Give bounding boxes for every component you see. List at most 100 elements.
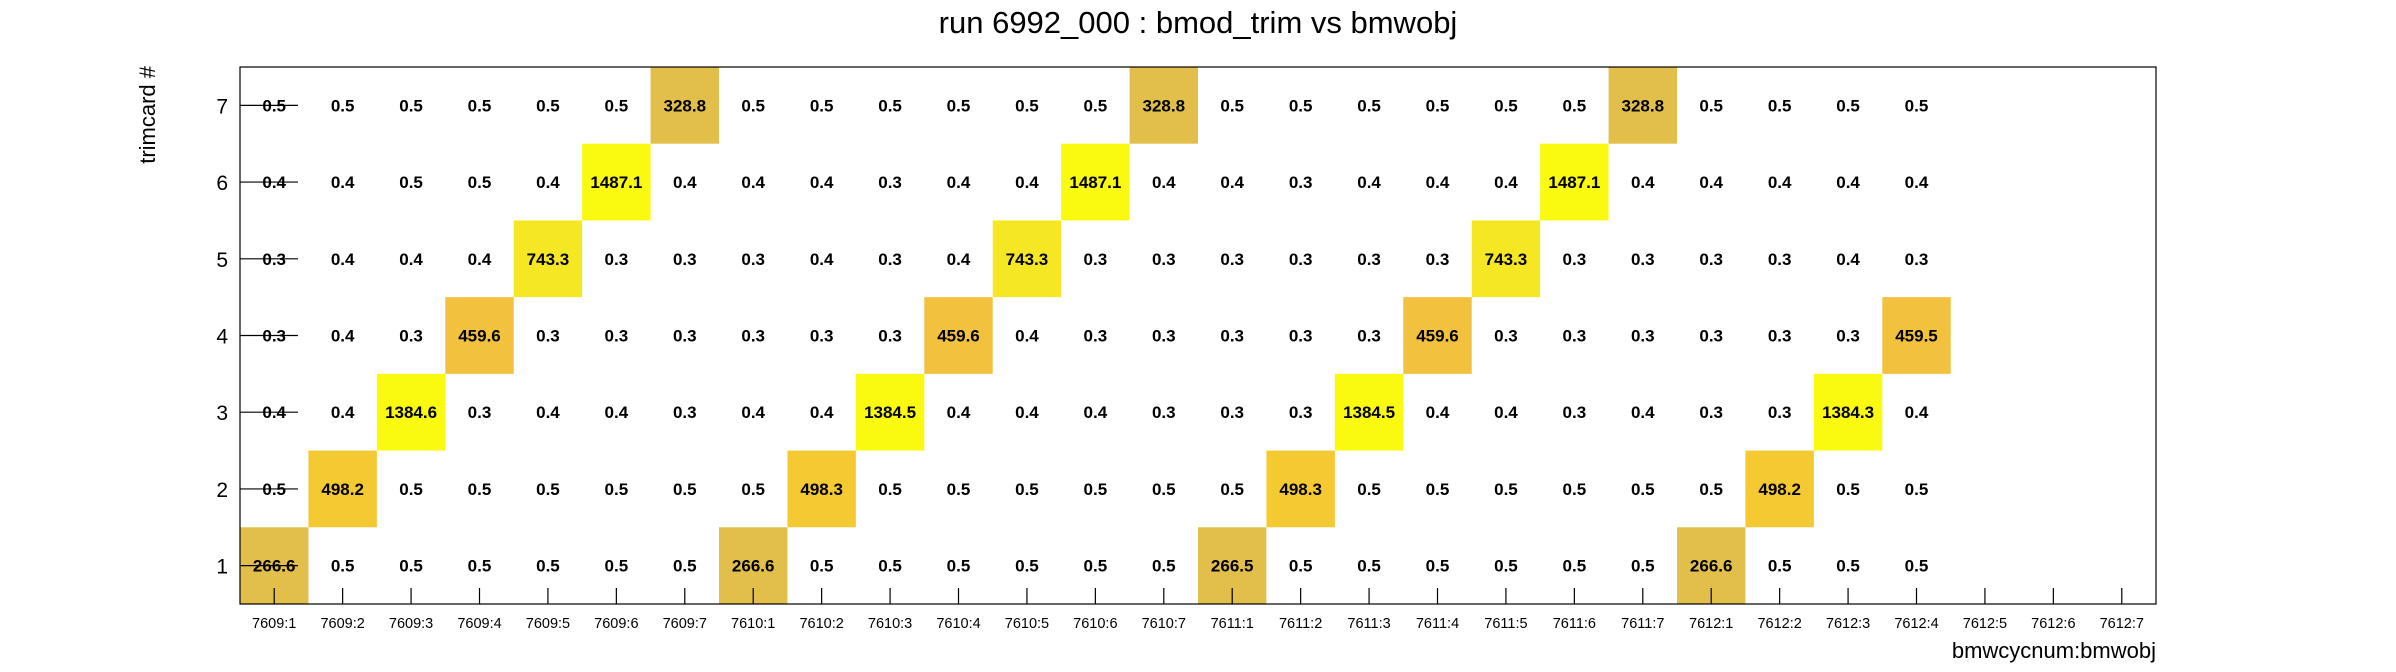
cell-value-label: 0.4 (1631, 403, 1655, 422)
cell-value-label: 0.5 (399, 173, 423, 192)
cell-value-label: 743.3 (527, 250, 570, 269)
cell-value-label: 0.4 (1768, 173, 1792, 192)
cell-value-label: 328.8 (664, 96, 707, 115)
cell-value-label: 0.4 (331, 403, 355, 422)
cell-value-label: 0.5 (947, 480, 971, 499)
cell-value-label: 0.3 (1426, 250, 1450, 269)
cell-value-label: 0.5 (331, 557, 355, 576)
x-tick-label: 7609:2 (320, 616, 364, 632)
cell-value-label: 0.5 (331, 96, 355, 115)
x-tick-label: 7612:3 (1826, 616, 1870, 632)
cell-value-label: 0.4 (741, 173, 765, 192)
y-tick-label: 3 (216, 402, 228, 425)
cell-value-label: 0.5 (1084, 480, 1108, 499)
cell-value-label: 743.3 (1485, 250, 1528, 269)
cell-value-label: 0.5 (1836, 480, 1860, 499)
cell-value-label: 0.5 (536, 557, 560, 576)
cell-value-label: 0.3 (605, 250, 629, 269)
cell-value-label: 0.3 (1152, 250, 1176, 269)
heatmap-cell (1813, 373, 1883, 451)
cell-value-label: 0.5 (1426, 480, 1450, 499)
cell-value-label: 0.3 (536, 327, 560, 346)
cell-value-label: 0.5 (947, 96, 971, 115)
cell-value-label: 0.3 (878, 327, 902, 346)
cell-value-label: 0.3 (673, 327, 697, 346)
cell-value-label: 0.3 (810, 327, 834, 346)
cell-value-label: 266.6 (732, 557, 775, 576)
cell-value-label: 0.5 (605, 480, 629, 499)
cell-value-label: 0.4 (1631, 173, 1655, 192)
y-tick-label: 2 (216, 479, 228, 502)
x-tick-label: 7612:4 (1894, 616, 1938, 632)
cell-value-label: 0.4 (1699, 173, 1723, 192)
cell-value-label: 0.3 (878, 173, 902, 192)
x-tick-label: 7610:1 (731, 616, 775, 632)
y-tick-label: 7 (216, 95, 228, 118)
cell-value-label: 328.8 (1622, 96, 1665, 115)
cell-value-label: 0.4 (810, 173, 834, 192)
cell-value-label: 0.5 (1905, 480, 1929, 499)
cell-value-label: 0.5 (1631, 557, 1655, 576)
heatmap-cell (1334, 373, 1404, 451)
cell-value-label: 0.5 (810, 96, 834, 115)
chart-title: run 6992_000 : bmod_trim vs bmwobj (939, 5, 1458, 40)
cell-value-label: 0.5 (1836, 557, 1860, 576)
x-tick-label: 7611:2 (1279, 616, 1322, 632)
x-tick-label: 7609:5 (526, 616, 570, 632)
cell-value-label: 0.4 (331, 327, 355, 346)
heatmap-cell (1471, 220, 1541, 298)
cell-value-label: 0.3 (1220, 327, 1244, 346)
cell-value-label: 0.5 (1494, 96, 1518, 115)
cell-value-label: 1487.1 (1548, 173, 1600, 192)
x-tick-label: 7609:6 (594, 616, 638, 632)
cell-value-label: 0.4 (1426, 173, 1450, 192)
cell-value-label: 0.5 (468, 480, 492, 499)
cell-value-label: 0.5 (1494, 557, 1518, 576)
cell-value-label: 0.3 (1084, 327, 1108, 346)
cell-value-label: 0.5 (1494, 480, 1518, 499)
cell-value-label: 498.3 (800, 480, 843, 499)
cell-value-label: 0.4 (673, 173, 697, 192)
cell-value-label: 0.4 (536, 173, 560, 192)
cell-value-label: 0.5 (1220, 96, 1244, 115)
cell-value-label: 498.2 (1758, 480, 1801, 499)
heatmap-cell (1608, 67, 1677, 144)
cell-value-label: 0.3 (1836, 327, 1860, 346)
cell-value-label: 0.5 (1015, 480, 1039, 499)
heatmap-cell (650, 67, 719, 144)
cell-value-label: 0.4 (1015, 327, 1039, 346)
cell-value-label: 0.5 (673, 480, 697, 499)
cell-value-label: 0.5 (878, 557, 902, 576)
cell-value-label: 1487.1 (1069, 173, 1121, 192)
cell-value-label: 0.3 (1905, 250, 1929, 269)
x-tick-label: 7609:1 (252, 616, 296, 632)
cell-value-label: 0.3 (741, 250, 765, 269)
cell-value-label: 0.4 (1084, 403, 1108, 422)
cell-value-label: 0.3 (673, 250, 697, 269)
x-tick-label: 7610:6 (1073, 616, 1117, 632)
cell-value-label: 0.4 (1015, 403, 1039, 422)
y-axis-title: trimcard # (135, 65, 160, 164)
cell-value-label: 0.4 (810, 250, 834, 269)
cell-value-label: 0.5 (741, 96, 765, 115)
cell-value-label: 459.6 (458, 327, 501, 346)
cell-value-label: 0.4 (810, 403, 834, 422)
cell-value-label: 0.3 (1152, 403, 1176, 422)
cell-value-label: 0.4 (1426, 403, 1450, 422)
cell-value-label: 328.8 (1143, 96, 1186, 115)
x-tick-label: 7611:4 (1416, 616, 1459, 632)
cell-value-label: 0.3 (1084, 250, 1108, 269)
x-tick-label: 7612:7 (2100, 616, 2144, 632)
cell-value-label: 0.5 (1357, 557, 1381, 576)
cell-value-label: 0.5 (605, 557, 629, 576)
cell-value-label: 0.5 (1768, 557, 1792, 576)
cell-value-label: 0.4 (1494, 403, 1518, 422)
heatmap-cell (445, 297, 514, 374)
cell-value-label: 0.4 (399, 250, 423, 269)
cell-value-label: 459.6 (1416, 327, 1459, 346)
cell-value-label: 0.5 (1289, 557, 1313, 576)
cell-value-label: 0.3 (1289, 250, 1313, 269)
cell-value-label: 0.5 (1289, 96, 1313, 115)
cell-value-label: 0.3 (1357, 327, 1381, 346)
cell-value-label: 0.3 (1631, 327, 1655, 346)
